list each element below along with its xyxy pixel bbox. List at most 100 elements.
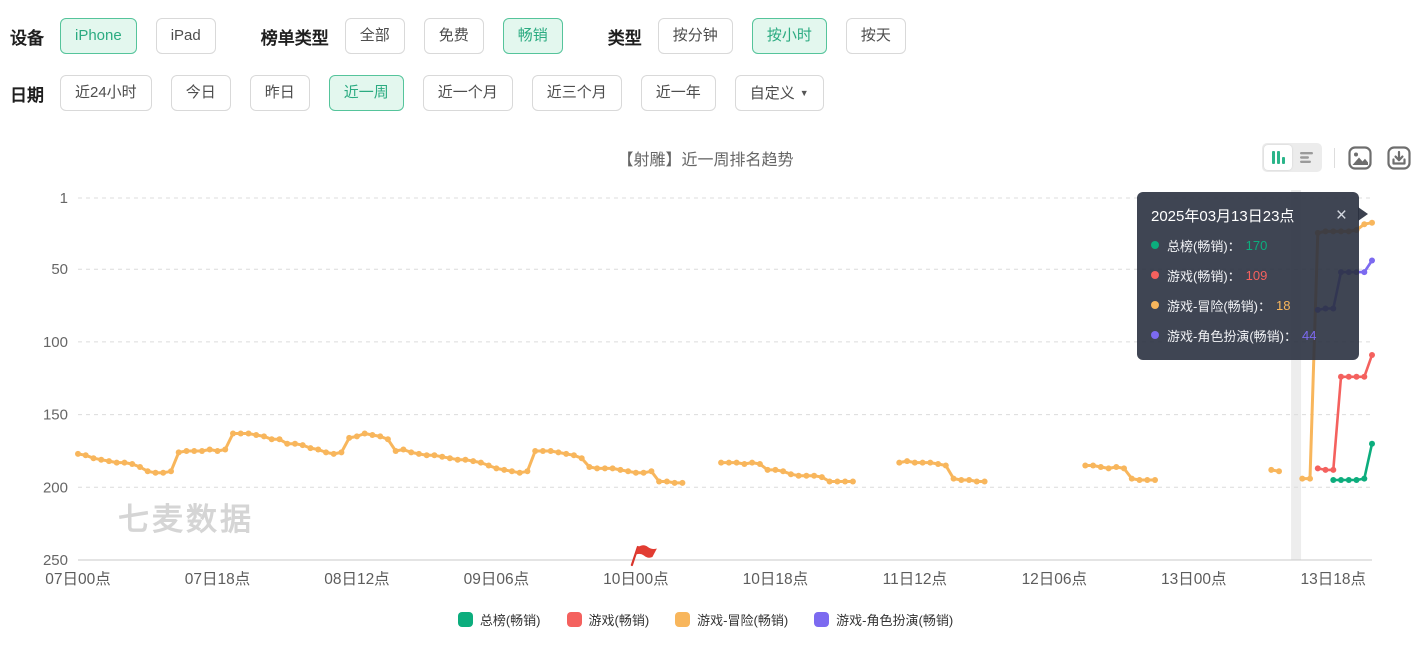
series-point [578,455,585,462]
series-point [834,478,841,485]
series-point [958,477,965,483]
tooltip-close-icon[interactable]: × [1335,204,1347,226]
series-point [966,477,973,483]
legend-label: 游戏(畅销) [588,613,650,628]
series-point [1322,466,1329,473]
series-point [82,452,89,459]
series-line-2 [897,459,987,483]
series-point [392,448,399,454]
series-point [346,434,353,441]
series-point [1361,221,1368,228]
series-point [1082,462,1089,469]
legend-item-3[interactable]: 游戏-角色扮演(畅销) [814,610,953,629]
series-point [315,446,322,453]
x-axis-label: 10日18点 [743,570,808,588]
series-point [137,464,143,470]
series-point [477,459,484,466]
filter-granularity-option-2[interactable]: 按天 [845,18,906,54]
legend-item-1[interactable]: 游戏(畅销) [566,610,650,629]
series-point [75,450,81,457]
series-point [431,452,438,459]
save-image-button[interactable] [1347,145,1373,171]
filter-row-0: 设备 iPhone iPad 榜单类型 全部 免费 畅销 类型 按分钟 按小时 按天 [10,18,951,54]
filter-date-option-6[interactable]: 近一年 [640,75,716,111]
y-axis-label: 1 [60,190,68,207]
tooltip-series-value: 44 [1302,327,1317,343]
filter-granularity-option-0[interactable]: 按分钟 [657,18,733,54]
series-dot-icon [1151,301,1159,309]
filter-rank-type-option-0[interactable]: 全部 [344,18,405,54]
tooltip-series-name: 游戏(畅销)： [1167,268,1241,284]
series-point [408,449,415,456]
filter-date-option-2[interactable]: 昨日 [249,75,310,111]
series-point [539,448,546,454]
filter-group-granularity: 按分钟 按小时 按天 [657,18,925,54]
legend-swatch [566,612,582,627]
x-axis-label: 08日12点 [324,570,389,588]
series-point [369,432,376,438]
tooltip-series-name: 游戏-角色扮演(畅销)： [1167,328,1297,344]
x-axis-label: 10日00点 [603,570,668,588]
series-point [625,468,632,475]
series-point [183,448,190,454]
y-axis-label: 50 [51,261,68,278]
series-point [377,433,384,440]
tooltip-row-1: 游戏(畅销)： 109 [1151,260,1345,290]
filter-date-option-3[interactable]: 近一周 [328,75,404,111]
series-point [214,448,221,454]
filter-date-option-4[interactable]: 近一个月 [422,75,513,111]
series-point [439,453,446,460]
series-point [609,465,616,472]
filter-date-option-5[interactable]: 近三个月 [531,75,622,111]
series-point [361,430,368,437]
series-point [152,469,159,476]
filter-rank-type-option-2[interactable]: 畅销 [502,18,563,54]
filter-date-option-7[interactable]: 自定义 ▼ [734,75,824,111]
series-point [594,465,601,472]
series-point [640,469,647,476]
series-point [1105,465,1112,472]
legend-item-2[interactable]: 游戏-冒险(畅销) [675,610,788,629]
filter-group-rank-type: 全部 免费 畅销 [344,18,582,54]
legend-item-0[interactable]: 总榜(畅销) [457,610,541,629]
series-line-0 [1332,442,1374,482]
series-point [803,472,810,479]
filter-date-option-1[interactable]: 今日 [170,75,231,111]
series-point [493,465,500,472]
series-point [919,459,926,466]
legend-label: 游戏-角色扮演(畅销) [836,613,954,628]
series-point [485,462,492,469]
series-point [725,459,732,466]
series-dot-icon [1151,271,1159,279]
series-dot-icon [1151,241,1159,249]
y-axis-label: 150 [43,407,68,424]
table-view-button[interactable] [1292,145,1320,170]
series-point [935,461,942,467]
x-axis-label: 12日06点 [1022,570,1087,588]
series-point [1345,373,1352,380]
filter-device-option-0[interactable]: iPhone [60,18,137,54]
filter-granularity-option-1[interactable]: 按小时 [751,18,827,54]
x-axis-label: 07日18点 [185,570,250,588]
series-point [1338,373,1344,380]
x-axis-label: 13日00点 [1161,570,1226,588]
series-point [98,456,105,463]
tooltip-row-0: 总榜(畅销)： 170 [1151,230,1345,260]
filter-rank-type-option-1[interactable]: 免费 [423,18,484,54]
filter-device-option-1[interactable]: iPad [155,18,216,54]
series-point [501,466,508,473]
chart-view-button[interactable] [1264,145,1292,170]
tooltip-row-2: 游戏-冒险(畅销)： 18 [1151,290,1345,320]
download-icon [1387,145,1411,170]
download-button[interactable] [1386,145,1411,171]
series-point [230,430,236,437]
tooltip-series-value: 18 [1276,297,1291,313]
filter-group-device: iPhone iPad [60,18,235,54]
tooltip-arrow [1358,207,1368,221]
filter-date-option-0[interactable]: 近24小时 [60,75,152,111]
series-line-2 [719,461,855,483]
series-point [175,449,182,456]
flag-icon [634,545,657,558]
tooltip-series-value: 170 [1245,237,1268,253]
series-point [454,456,461,463]
